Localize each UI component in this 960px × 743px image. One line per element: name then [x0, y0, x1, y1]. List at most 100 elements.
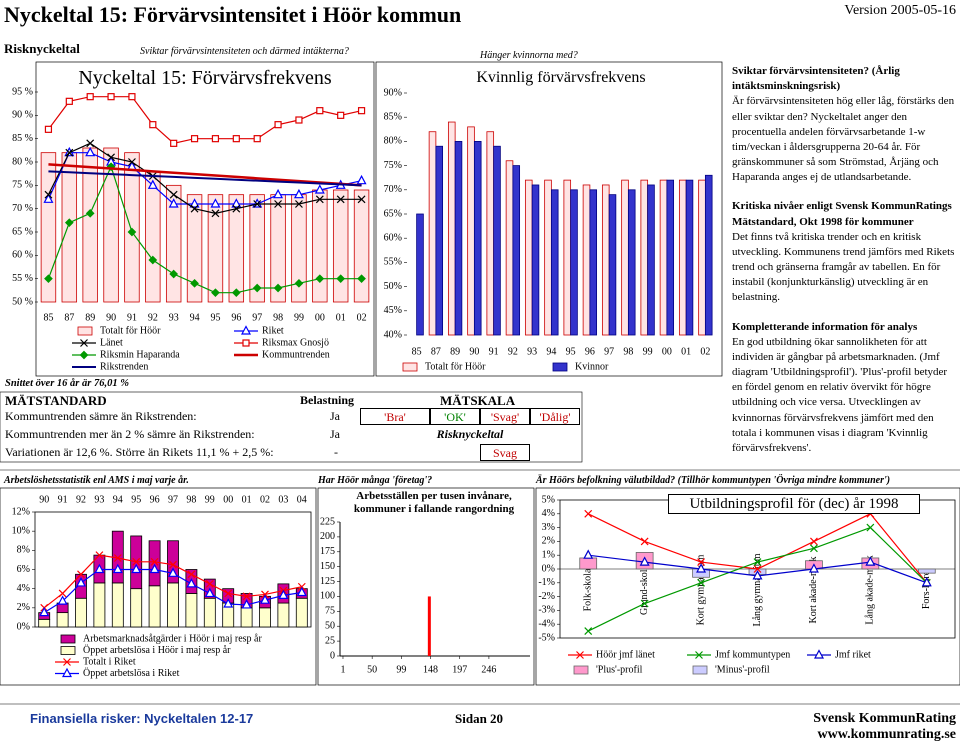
x-tick-label: 89 [85, 312, 95, 323]
bar [505, 160, 514, 336]
bar [435, 145, 444, 336]
marker [224, 589, 233, 598]
marker [316, 107, 324, 115]
marker [169, 560, 177, 569]
legend-marker [814, 649, 824, 659]
x-tick-label: 91 [489, 346, 499, 357]
x-tick-label: 246 [481, 664, 496, 675]
bar [467, 126, 475, 336]
marker [65, 97, 73, 105]
legend-label: Rikstrenden [100, 361, 148, 372]
table-cell: Ja [330, 427, 340, 441]
marker [43, 193, 54, 203]
bar [61, 152, 78, 303]
y-tick-label: -3% [538, 605, 555, 616]
bar [295, 597, 308, 628]
x-tick-label: 1 [340, 664, 345, 675]
marker [357, 274, 366, 284]
marker [168, 198, 179, 208]
marker [640, 599, 649, 608]
bar [332, 189, 349, 303]
bar [277, 602, 290, 628]
text-panel: Sviktar förvärvsintensiteten? (Årlig int… [732, 64, 956, 470]
marker [866, 523, 875, 532]
y-tick-label: -5% [538, 632, 555, 643]
marker [921, 577, 932, 587]
x-tick-label: 85 [43, 312, 53, 323]
x-tick-label: 93 [94, 494, 104, 505]
marker [295, 200, 303, 208]
marker [356, 174, 367, 185]
legend-label: 'Plus'-profil [596, 664, 643, 675]
bar [428, 131, 437, 336]
marker [148, 255, 158, 265]
marker [753, 565, 762, 573]
marker [190, 204, 199, 213]
bar [685, 179, 694, 336]
x-tick-label: 94 [113, 494, 123, 505]
bar [550, 189, 559, 336]
bar [93, 582, 106, 628]
marker [296, 586, 307, 597]
marker [76, 577, 86, 587]
y-tick-label: 125 [320, 576, 335, 587]
x-tick-label: 04 [297, 494, 307, 505]
y-tick-label: 70% [384, 184, 402, 195]
marker [113, 554, 122, 562]
y-tick-label: 70 % [12, 203, 33, 214]
y-tick-label: 55 % [12, 273, 33, 284]
marker [253, 200, 262, 208]
y-tick-label: 4% [542, 508, 555, 519]
legend-swatch [60, 634, 76, 644]
y-tick-label: 60 % [12, 250, 33, 261]
x-tick-label: Grund-skola [639, 564, 650, 615]
question: Sviktar förvärvsintensiteten och därmed … [140, 46, 349, 57]
legend-label: Jmf riket [835, 649, 871, 660]
legend-marker [576, 651, 584, 659]
bar [167, 582, 179, 628]
bar [148, 585, 161, 628]
scale-title: Risknyckeltal [436, 427, 504, 441]
marker [86, 93, 94, 101]
y-tick-label: 75% [384, 160, 402, 171]
y-tick-label: 45% [384, 305, 402, 316]
x-tick-label: 96 [150, 494, 160, 505]
marker [64, 218, 74, 228]
marker [169, 190, 178, 199]
marker [132, 557, 141, 566]
y-tick-label: 50% [384, 281, 402, 292]
marker [86, 139, 95, 148]
y-tick-label: 85% [384, 111, 402, 122]
x-tick-label: 96 [231, 312, 241, 323]
marker [147, 179, 158, 189]
bar [659, 179, 668, 336]
marker [128, 158, 136, 166]
x-tick-label: 97 [252, 312, 262, 323]
marker [231, 288, 241, 298]
bar [454, 140, 463, 336]
line [48, 170, 362, 187]
bar [666, 179, 675, 336]
marker [232, 135, 240, 143]
y-tick-label: 95 % [12, 86, 33, 97]
legend-swatch [552, 362, 568, 372]
y-tick-label: 2% [17, 602, 30, 613]
bar [353, 189, 370, 303]
bar [601, 184, 610, 336]
bar [589, 189, 598, 336]
y-tick-label: -1% [538, 577, 555, 588]
marker [274, 200, 282, 208]
marker [357, 195, 366, 204]
bar [56, 612, 69, 628]
marker [168, 567, 178, 577]
bar [427, 596, 431, 656]
bar [124, 152, 140, 303]
footer-url: www.kommunrating.se [817, 727, 956, 742]
legend-marker [695, 651, 703, 659]
legend-swatch [402, 362, 418, 372]
bar [447, 121, 456, 336]
chart-frame [535, 487, 960, 686]
marker [697, 578, 705, 587]
legend-label: Riksmin Haparanda [100, 349, 180, 360]
x-tick-label: 01 [336, 312, 346, 323]
